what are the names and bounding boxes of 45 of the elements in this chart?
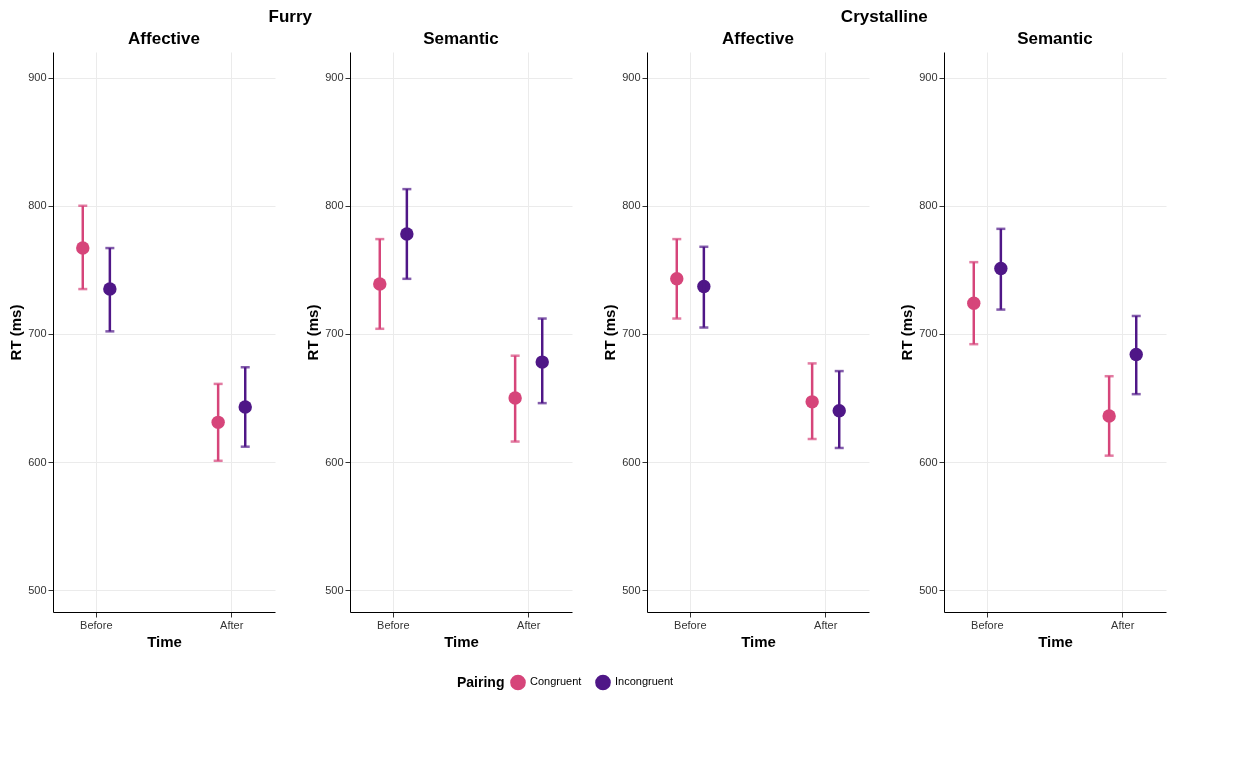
y-tick-label: 700 [919,327,938,340]
y-tick-label: 500 [622,583,641,596]
x-tick-label: Before [674,618,707,631]
y-axis-title: RT (ms) [601,304,619,361]
chart-title: Semantic [423,29,499,48]
y-tick-label: 800 [919,199,938,212]
y-tick-label: 900 [28,71,47,84]
y-tick-label: 700 [325,327,344,340]
chart-title: Semantic [1017,29,1093,48]
chart-title: Affective [128,29,200,48]
y-tick-label: 600 [622,455,641,468]
y-tick-label: 900 [919,71,938,84]
y-tick-label: 600 [919,455,938,468]
y-tick-label: 600 [325,455,344,468]
legend-title: Pairing [457,674,505,690]
x-tick-label: Before [377,618,410,631]
x-tick-label: After [1111,618,1135,631]
y-tick-label: 800 [622,199,641,212]
y-tick-label: 800 [28,199,47,212]
x-tick-label: Before [80,618,113,631]
chart-title: Affective [722,29,794,48]
y-tick-label: 900 [325,71,344,84]
y-tick-label: 700 [28,327,47,340]
x-tick-label: After [220,618,244,631]
y-tick-label: 500 [325,583,344,596]
y-axis-title: RT (ms) [898,304,916,361]
y-axis-title: RT (ms) [304,304,322,361]
y-tick-label: 600 [28,455,47,468]
y-tick-label: 800 [325,199,344,212]
legend-label: Incongruent [615,675,674,688]
y-tick-label: 900 [622,71,641,84]
x-tick-label: After [814,618,838,631]
y-axis-title: RT (ms) [7,304,25,361]
y-tick-label: 700 [622,327,641,340]
text: Crystalline [840,7,928,26]
y-tick-label: 500 [28,583,47,596]
x-axis-title: Time [1038,632,1073,650]
x-axis-title: Time [741,632,776,650]
x-tick-label: After [517,618,541,631]
x-axis-title: Time [147,632,182,650]
text: Furry [268,7,313,26]
legend-label: Congruent [530,675,582,688]
x-tick-label: Before [971,618,1004,631]
x-axis-title: Time [444,632,479,650]
y-tick-label: 500 [919,583,938,596]
